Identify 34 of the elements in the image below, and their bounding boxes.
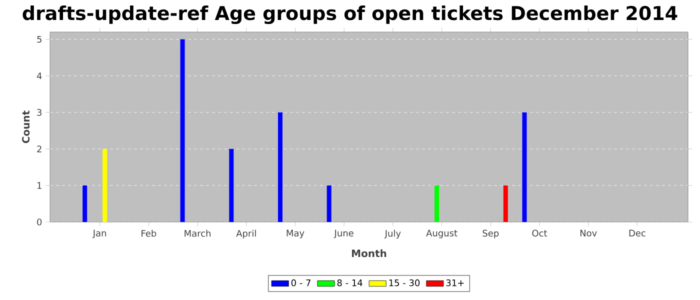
x-tick-label: April — [236, 230, 256, 239]
y-axis-title: Count — [22, 110, 30, 144]
x-axis-title: Month — [352, 249, 386, 258]
x-tick-label: Feb — [142, 230, 156, 237]
x-tick-label: March — [184, 230, 211, 237]
bar — [326, 185, 332, 222]
y-tick-label: 3 — [37, 108, 42, 116]
x-tick-label: Sep — [482, 230, 499, 238]
y-tick-label: 1 — [37, 182, 42, 189]
y-tick-label: 2 — [37, 146, 42, 152]
bar — [278, 112, 282, 222]
x-tick-label: May — [286, 230, 304, 238]
x-tick-label: June — [334, 230, 354, 238]
bar — [229, 148, 234, 222]
legend-label: 8 - 14 — [337, 279, 362, 286]
bar — [180, 39, 185, 222]
x-tick-label: Jan — [92, 230, 106, 238]
x-tick-label: Dec — [629, 230, 646, 236]
legend-label: 0 - 7 — [291, 279, 310, 286]
bar — [434, 185, 440, 222]
y-tick-label: 4 — [36, 72, 42, 80]
legend-label: 15 - 30 — [389, 279, 420, 286]
bar — [102, 148, 108, 222]
bar — [503, 185, 508, 222]
bar — [522, 112, 527, 222]
x-tick-label: Nov — [580, 230, 597, 236]
y-tick-label: 0 — [37, 218, 42, 226]
legend-label: 31+ — [446, 279, 464, 286]
x-tick-label: July — [384, 230, 401, 239]
bar — [82, 185, 88, 222]
y-tick-label: 5 — [37, 36, 42, 43]
chart-title: drafts-update-ref Age groups of open tickets December 2014 — [22, 6, 678, 24]
x-tick-label: August — [426, 230, 458, 238]
x-tick-label: Oct — [532, 230, 548, 237]
